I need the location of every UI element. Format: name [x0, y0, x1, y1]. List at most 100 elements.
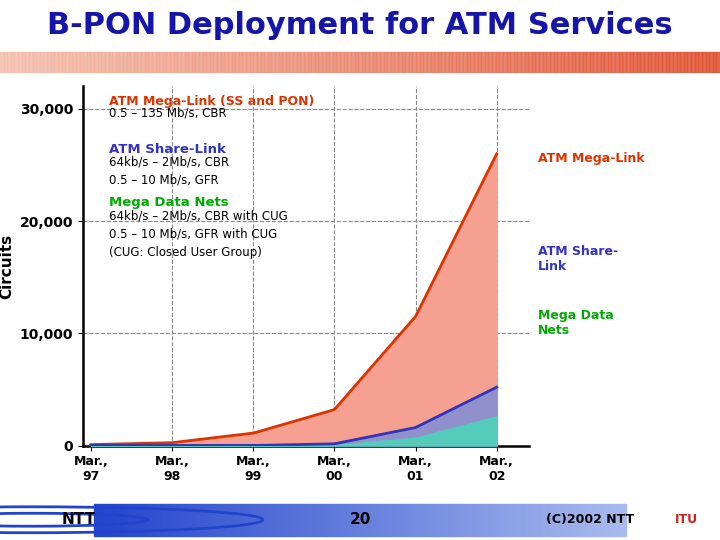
Bar	[235, 52, 239, 73]
Bar	[356, 503, 359, 536]
Bar	[519, 503, 522, 536]
Bar	[579, 52, 582, 73]
Bar	[573, 503, 575, 536]
Bar	[354, 52, 358, 73]
Bar	[600, 503, 603, 536]
Bar	[297, 52, 300, 73]
Bar	[187, 503, 190, 536]
Bar	[369, 503, 372, 536]
Bar	[391, 52, 395, 73]
Bar	[115, 503, 117, 536]
Bar	[273, 503, 276, 536]
Bar	[333, 52, 336, 73]
Bar	[508, 503, 511, 536]
Bar	[427, 52, 431, 73]
Bar	[398, 52, 402, 73]
Bar	[413, 503, 415, 536]
Bar	[362, 52, 366, 73]
Text: Mega Data
Nets: Mega Data Nets	[538, 309, 614, 338]
Bar	[343, 503, 346, 536]
Bar	[225, 52, 228, 73]
Bar	[616, 503, 618, 536]
Bar	[120, 503, 123, 536]
Bar	[188, 52, 192, 73]
Bar	[636, 52, 640, 73]
Bar	[706, 52, 709, 73]
Bar	[481, 52, 485, 73]
Bar	[322, 52, 325, 73]
Bar	[525, 52, 528, 73]
Bar	[0, 52, 4, 73]
Bar	[622, 52, 626, 73]
Bar	[388, 503, 391, 536]
Bar	[546, 503, 549, 536]
Bar	[120, 52, 123, 73]
Bar	[691, 52, 695, 73]
Bar	[123, 52, 127, 73]
Bar	[262, 503, 265, 536]
Bar	[434, 52, 438, 73]
Bar	[7, 52, 11, 73]
Bar	[652, 52, 655, 73]
Bar	[495, 503, 498, 536]
Bar	[586, 52, 590, 73]
Bar	[455, 503, 458, 536]
Bar	[250, 52, 253, 73]
Bar	[428, 503, 431, 536]
Bar	[22, 52, 25, 73]
Bar	[538, 503, 541, 536]
Bar	[246, 52, 250, 73]
Bar	[184, 503, 187, 536]
Bar	[655, 52, 659, 73]
Bar	[213, 52, 217, 73]
Bar	[532, 52, 536, 73]
Bar	[220, 503, 222, 536]
Bar	[662, 52, 666, 73]
Bar	[510, 52, 514, 73]
Bar	[592, 503, 594, 536]
Bar	[210, 52, 213, 73]
Bar	[564, 52, 568, 73]
Bar	[351, 52, 354, 73]
Bar	[413, 52, 416, 73]
Bar	[431, 503, 433, 536]
Bar	[395, 52, 398, 73]
Bar	[99, 503, 102, 536]
Bar	[201, 503, 203, 536]
Bar	[11, 52, 14, 73]
Bar	[415, 503, 418, 536]
Bar	[233, 503, 235, 536]
Text: ATM Mega-Link (SS and PON): ATM Mega-Link (SS and PON)	[109, 96, 314, 109]
Bar	[54, 52, 58, 73]
Bar	[436, 503, 439, 536]
Bar	[158, 503, 161, 536]
Bar	[257, 503, 260, 536]
Bar	[582, 52, 586, 73]
Bar	[684, 52, 688, 73]
Bar	[517, 503, 519, 536]
Bar	[659, 52, 662, 73]
Bar	[702, 52, 706, 73]
Bar	[206, 503, 209, 536]
Bar	[225, 503, 228, 536]
Bar	[477, 503, 479, 536]
Bar	[530, 503, 533, 536]
Bar	[640, 52, 644, 73]
Bar	[358, 52, 362, 73]
Bar	[456, 52, 459, 73]
Bar	[257, 52, 261, 73]
Bar	[420, 503, 423, 536]
Bar	[471, 503, 474, 536]
Bar	[332, 503, 335, 536]
Bar	[138, 52, 141, 73]
Bar	[536, 503, 538, 536]
Bar	[68, 52, 73, 73]
Bar	[393, 503, 396, 536]
Bar	[418, 503, 420, 536]
Bar	[377, 52, 380, 73]
Bar	[474, 503, 477, 536]
Bar	[666, 52, 670, 73]
Bar	[562, 503, 564, 536]
Bar	[239, 52, 243, 73]
Bar	[131, 503, 134, 536]
